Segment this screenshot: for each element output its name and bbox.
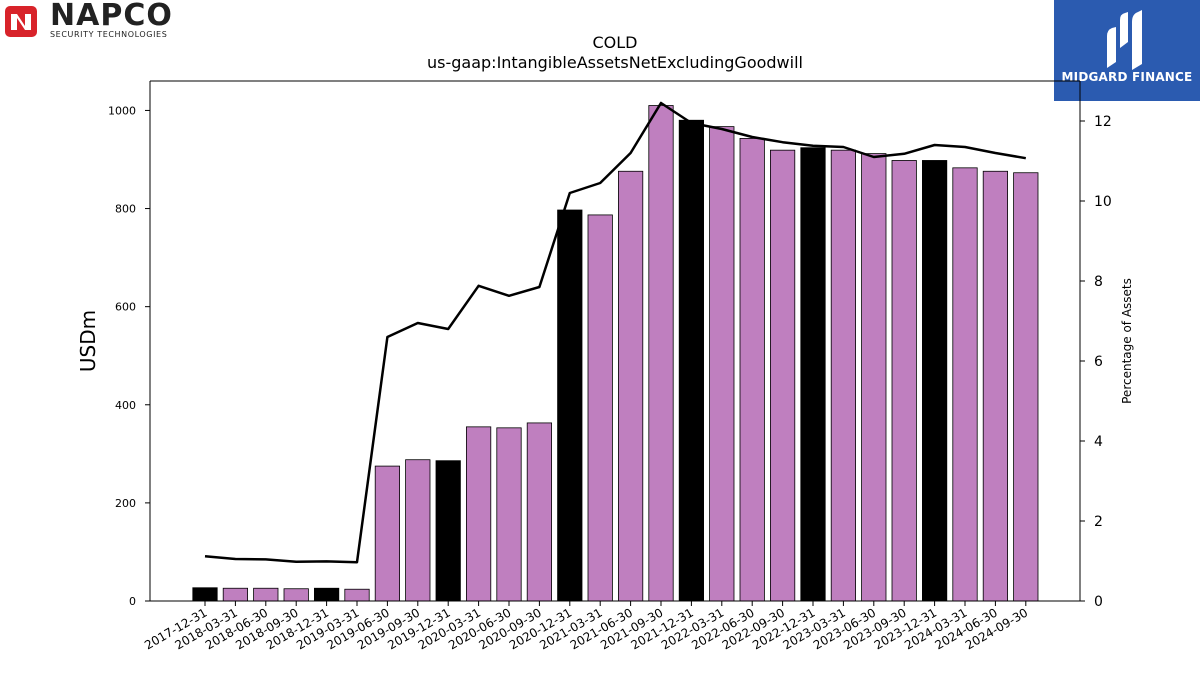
y2-tick-label-6: 6 — [1094, 354, 1103, 370]
bar-2024-03-31 — [952, 167, 978, 602]
y-tick-label-800: 800 — [115, 203, 136, 216]
y-tick-label-600: 600 — [115, 301, 136, 314]
bar-2018-03-31 — [222, 587, 248, 602]
bar-2021-09-30 — [648, 105, 674, 602]
bar-2023-09-30 — [891, 160, 917, 602]
bar-2022-03-31 — [709, 126, 735, 602]
bar-2024-09-30 — [1013, 172, 1039, 602]
bar-2023-06-30 — [861, 153, 887, 602]
bar-2020-12-31 — [557, 209, 583, 602]
bar-2017-12-31 — [192, 587, 218, 602]
midgard-finance-logo: MIDGARD FINANCE — [1054, 0, 1200, 101]
y2-tick-label-10: 10 — [1094, 194, 1112, 210]
bar-2020-06-30 — [496, 427, 522, 602]
y2-tick-label-4: 4 — [1094, 434, 1103, 450]
bar-2021-12-31 — [678, 119, 705, 602]
axes: 020040060080010000246810122017-12-312018… — [108, 80, 1112, 652]
bar-2021-06-30 — [618, 170, 644, 602]
percentage-line — [204, 101, 1027, 564]
bar-2019-12-31 — [435, 460, 461, 602]
chart-title: COLD — [593, 33, 638, 52]
napco-logo-mark-icon — [5, 6, 37, 37]
bar-2018-06-30 — [253, 587, 279, 602]
chart-subtitle: us-gaap:IntangibleAssetsNetExcludingGood… — [427, 53, 803, 72]
y-tick-label-0: 0 — [129, 595, 136, 608]
bar-2019-09-30 — [405, 459, 431, 602]
bar-2023-12-31 — [922, 160, 948, 602]
bar-2018-12-31 — [313, 587, 340, 602]
y-tick-label-1000: 1000 — [108, 104, 136, 117]
bar-2020-03-31 — [465, 426, 492, 602]
y2-axis-label: Percentage of Assets — [1120, 278, 1134, 404]
bar-2023-03-31 — [830, 149, 857, 602]
bar-2022-06-30 — [739, 137, 765, 602]
bar-2019-06-30 — [374, 465, 401, 602]
bar-2021-03-31 — [587, 214, 613, 602]
bar-2018-09-30 — [283, 588, 309, 602]
line-series — [204, 101, 1027, 564]
midgard-logo-name: MIDGARD FINANCE — [1061, 70, 1193, 84]
y2-tick-label-0: 0 — [1094, 594, 1103, 610]
bar-series — [192, 105, 1039, 602]
bar-2022-09-30 — [770, 149, 796, 602]
y2-tick-label-2: 2 — [1094, 514, 1103, 530]
y-tick-label-200: 200 — [115, 497, 136, 510]
napco-logo: NAPCO SECURITY TECHNOLOGIES — [4, 0, 214, 40]
bar-2019-03-31 — [344, 588, 370, 602]
bar-2024-06-30 — [982, 170, 1009, 602]
midgard-mark-icon — [1107, 10, 1142, 70]
bar-2020-09-30 — [526, 422, 553, 602]
napco-logo-subtitle: SECURITY TECHNOLOGIES — [50, 30, 168, 39]
y2-tick-label-12: 12 — [1094, 114, 1112, 130]
y-axis-label: USDm — [76, 310, 100, 372]
napco-logo-name: NAPCO — [50, 0, 173, 33]
y2-tick-label-8: 8 — [1094, 274, 1103, 290]
bar-2022-12-31 — [800, 147, 826, 602]
y-tick-label-400: 400 — [115, 399, 136, 412]
